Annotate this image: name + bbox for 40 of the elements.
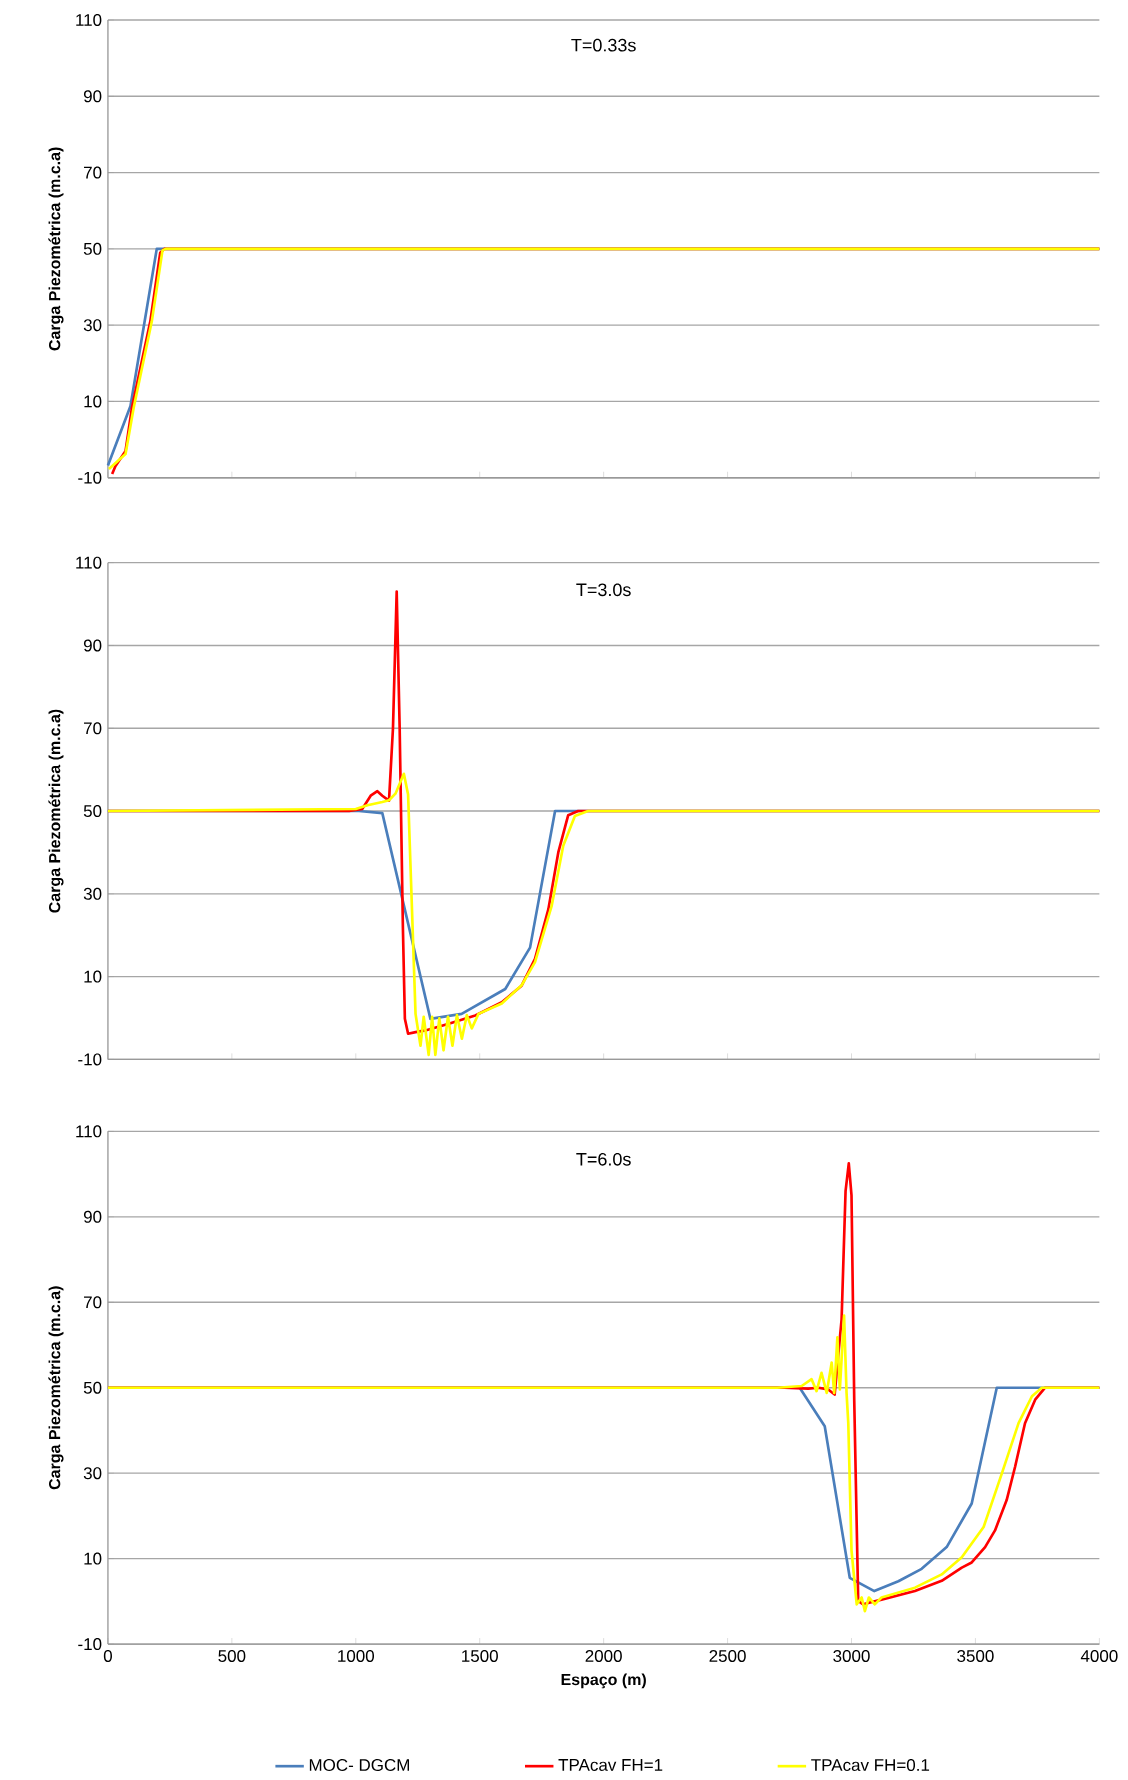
y-tick-label: 50: [83, 805, 102, 818]
y-axis-title: Carga Piezométrica (m.c.a): [48, 147, 64, 351]
x-tick-label: 0: [103, 1649, 112, 1662]
x-tick-label: 4000: [1080, 1649, 1118, 1662]
y-tick-label: 90: [83, 639, 102, 652]
y-axis-title: Carga Piezométrica (m.c.a): [48, 709, 64, 913]
y-tick-label: -10: [78, 1053, 102, 1066]
legend-label: MOC- DGCM: [309, 1759, 409, 1772]
y-tick-label: 50: [83, 242, 102, 255]
text: T=3.0s: [576, 583, 631, 597]
y-tick-label: 110: [76, 556, 102, 569]
y-tick-label: 30: [83, 887, 102, 900]
x-tick-label: 500: [218, 1649, 246, 1662]
x-tick-label: 1000: [338, 1649, 374, 1662]
y-tick-label: 70: [83, 1296, 102, 1309]
x-tick-label: 2500: [709, 1649, 746, 1662]
y-tick-label: 70: [83, 722, 102, 735]
x-axis-title: Espaço (m): [561, 1673, 646, 1689]
y-tick-label: -10: [78, 1638, 102, 1651]
y-tick-label: 30: [83, 319, 102, 332]
x-tick-label: 2000: [585, 1649, 622, 1662]
y-tick-label: 110: [76, 1125, 102, 1138]
y-tick-label: 30: [83, 1467, 102, 1480]
x-tick-label: 1500: [461, 1649, 498, 1662]
legend-label: TPAcav FH=1: [558, 1759, 663, 1771]
y-tick-label: 10: [84, 1552, 102, 1565]
y-tick-label: -10: [78, 471, 102, 484]
x-tick-label: 3000: [833, 1649, 870, 1662]
y-tick-label: 50: [83, 1381, 102, 1394]
legend-label: TPAcav FH=0.1: [810, 1759, 929, 1772]
text: T=6.0s: [576, 1152, 631, 1166]
y-tick-label: 10: [84, 970, 102, 983]
text: T=0.33s: [571, 38, 636, 52]
x-tick-label: 3500: [957, 1649, 994, 1662]
y-tick-label: 90: [83, 90, 102, 103]
y-tick-label: 70: [83, 166, 102, 179]
y-tick-label: 90: [83, 1210, 102, 1223]
y-tick-label: 10: [84, 395, 102, 408]
y-tick-label: 110: [76, 13, 102, 26]
y-axis-title: Carga Piezométrica (m.c.a): [48, 1286, 64, 1490]
